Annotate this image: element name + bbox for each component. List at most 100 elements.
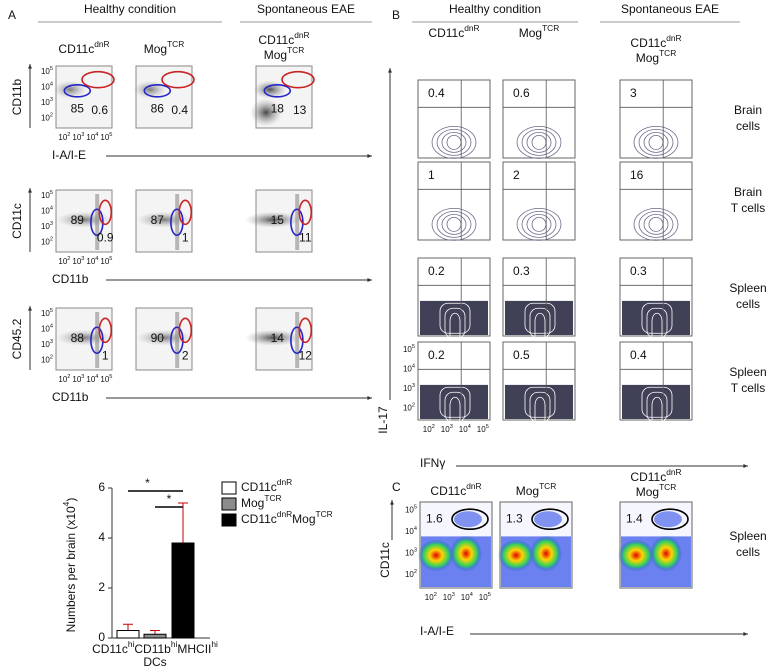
gate-value: 85 bbox=[71, 102, 85, 116]
density bbox=[250, 98, 282, 127]
y-tick-label: 102 bbox=[41, 355, 53, 365]
gate-value: 14 bbox=[271, 331, 285, 345]
gate bbox=[651, 508, 689, 531]
superscript: 2 bbox=[50, 237, 53, 243]
quadrant-value: 0.6 bbox=[513, 86, 530, 100]
superscript: 4 bbox=[50, 206, 53, 212]
significance-mark: * bbox=[167, 492, 172, 506]
y-axis-label: IL-17 bbox=[376, 406, 390, 434]
gate-value: 1.3 bbox=[506, 511, 523, 525]
x-tick-label: 102 bbox=[58, 132, 70, 142]
text-part: 10 bbox=[41, 325, 50, 334]
events bbox=[420, 300, 488, 335]
text-part: 10 bbox=[41, 356, 50, 365]
text-part: CD11c bbox=[58, 42, 94, 56]
y-tick-label: 105 bbox=[41, 191, 53, 201]
contour bbox=[441, 213, 467, 235]
legend-label: CD11cdnR bbox=[241, 477, 292, 494]
superscript: dnR bbox=[277, 509, 292, 519]
gate-blue bbox=[143, 84, 172, 98]
density bbox=[175, 194, 180, 250]
density bbox=[295, 194, 300, 250]
superscript: dnR bbox=[277, 477, 292, 487]
superscript: 3 bbox=[414, 548, 417, 554]
contour bbox=[641, 302, 673, 334]
panel-letter: A bbox=[8, 8, 16, 22]
superscript: 4 bbox=[61, 501, 71, 506]
gate-red bbox=[281, 70, 315, 89]
quadrant-value: 0.3 bbox=[513, 264, 530, 278]
superscript: dnR bbox=[464, 23, 479, 33]
text-part: 10 bbox=[100, 257, 109, 266]
contour bbox=[633, 207, 679, 241]
y-tick-label: 103 bbox=[403, 383, 415, 393]
legend-label: MogTCR bbox=[241, 493, 282, 510]
text-part: ) bbox=[64, 498, 78, 502]
y-tick-label: 103 bbox=[41, 222, 53, 232]
x-tick-label: 105 bbox=[100, 374, 112, 384]
legend-label: CD11cdnRMogTCR bbox=[241, 509, 333, 526]
gate-value: 1.6 bbox=[426, 511, 443, 525]
density bbox=[56, 329, 112, 346]
arrow-head bbox=[28, 64, 32, 69]
superscript: dnR bbox=[94, 39, 109, 49]
gate-value: 0.6 bbox=[91, 103, 108, 117]
gate-value: 13 bbox=[293, 103, 307, 117]
gate-red bbox=[178, 199, 193, 226]
superscript: 2 bbox=[434, 592, 437, 598]
contour bbox=[646, 307, 668, 339]
row-label: Spleen bbox=[729, 281, 766, 295]
superscript: 2 bbox=[50, 113, 53, 119]
superscript: 4 bbox=[95, 256, 98, 262]
column-label: MogTCR bbox=[516, 481, 557, 498]
gate-value: 87 bbox=[151, 213, 165, 227]
text-part: 10 bbox=[41, 191, 50, 200]
gate-value: 2 bbox=[182, 349, 189, 363]
text-part: 10 bbox=[100, 375, 109, 384]
arrow-head bbox=[28, 188, 32, 193]
superscript: 2 bbox=[432, 424, 435, 430]
contour bbox=[516, 125, 562, 159]
contour bbox=[436, 128, 472, 156]
superscript: 4 bbox=[468, 424, 471, 430]
superscript: 5 bbox=[109, 132, 112, 138]
bar bbox=[143, 633, 167, 639]
quadrant-value: 0.2 bbox=[428, 264, 445, 278]
text-part: 10 bbox=[477, 425, 486, 434]
events bbox=[505, 300, 573, 335]
quadrant-value: 0.4 bbox=[428, 86, 445, 100]
y-tick-label: 6 bbox=[98, 480, 105, 494]
quadrant-value: 0.2 bbox=[428, 348, 445, 362]
contour bbox=[439, 302, 471, 334]
contour bbox=[436, 210, 472, 238]
category-label: DCs bbox=[143, 655, 166, 668]
gate-value: 1 bbox=[182, 231, 189, 245]
quadrant-value: 3 bbox=[630, 86, 637, 100]
superscript: 2 bbox=[67, 374, 70, 380]
contour bbox=[526, 213, 552, 235]
gate-value: 86 bbox=[151, 102, 165, 116]
column-label: MogTCR bbox=[264, 45, 305, 62]
text-part: CD11c bbox=[630, 36, 666, 50]
x-tick-label: 104 bbox=[459, 424, 471, 434]
text-part: 10 bbox=[423, 425, 432, 434]
superscript: 5 bbox=[414, 505, 417, 511]
y-tick-label: 105 bbox=[405, 505, 417, 515]
y-tick-label: 4 bbox=[98, 530, 105, 544]
superscript: hi bbox=[211, 639, 218, 649]
density bbox=[650, 535, 682, 572]
density bbox=[618, 539, 654, 572]
gate-blue bbox=[63, 84, 92, 98]
text-part: CD11b bbox=[134, 642, 171, 656]
text-part: 10 bbox=[425, 593, 434, 602]
y-tick-label: 104 bbox=[405, 527, 417, 537]
superscript: TCR bbox=[287, 45, 304, 55]
gate-value: 11 bbox=[299, 231, 312, 245]
superscript: 3 bbox=[50, 340, 53, 346]
text-part: 10 bbox=[403, 384, 412, 393]
superscript: 4 bbox=[95, 374, 98, 380]
superscript: 5 bbox=[109, 374, 112, 380]
column-label: MogTCR bbox=[636, 482, 677, 499]
y-tick-label: 104 bbox=[41, 82, 53, 92]
